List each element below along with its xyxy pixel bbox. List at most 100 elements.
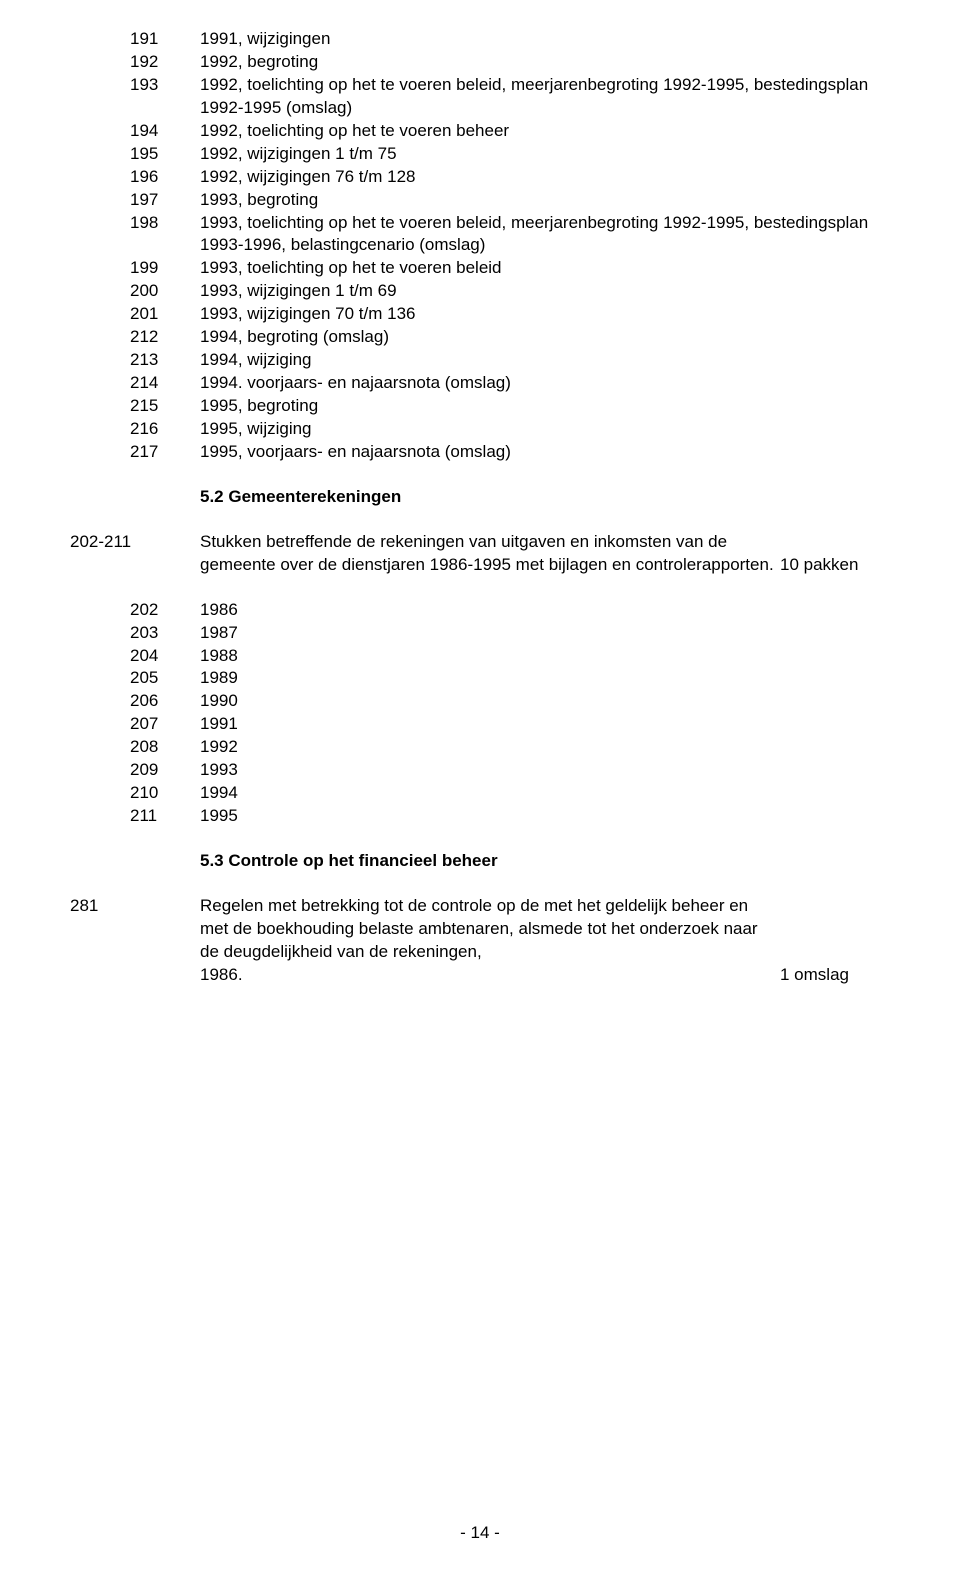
list-item: 2011993, wijzigingen 70 t/m 136 <box>130 303 890 326</box>
list-item: 2031987 <box>130 622 890 645</box>
list-item: 2091993 <box>130 759 890 782</box>
entry-annot-text: 1 omslag <box>780 965 849 984</box>
entry-281: 281 Regelen met betrekking tot de contro… <box>70 895 890 987</box>
list-item: 2131994, wijziging <box>130 349 890 372</box>
item-number: 194 <box>130 120 200 143</box>
list-item: 2151995, begroting <box>130 395 890 418</box>
item-text: 1991 <box>200 713 890 736</box>
item-number: 199 <box>130 257 200 280</box>
entry-202-211: 202-211 Stukken betreffende de rekeninge… <box>70 531 890 577</box>
item-text: 1993 <box>200 759 890 782</box>
item-number: 206 <box>130 690 200 713</box>
item-text: 1993, toelichting op het te voeren belei… <box>200 257 890 280</box>
item-text: 1992, begroting <box>200 51 890 74</box>
item-number: 216 <box>130 418 200 441</box>
item-text: 1993, begroting <box>200 189 890 212</box>
item-number: 213 <box>130 349 200 372</box>
item-text: 1986 <box>200 599 890 622</box>
item-number: 196 <box>130 166 200 189</box>
item-number: 191 <box>130 28 200 51</box>
item-text: 1995, wijziging <box>200 418 890 441</box>
item-text: 1994 <box>200 782 890 805</box>
item-text: 1992, wijzigingen 1 t/m 75 <box>200 143 890 166</box>
list-item: 2081992 <box>130 736 890 759</box>
item-number: 212 <box>130 326 200 349</box>
list-item: 1931992, toelichting op het te voeren be… <box>130 74 890 120</box>
list-item: 2001993, wijzigingen 1 t/m 69 <box>130 280 890 303</box>
list-item: 2171995, voorjaars- en najaarsnota (omsl… <box>130 441 890 464</box>
entry-body-line2: 1986. <box>200 964 780 987</box>
item-number: 208 <box>130 736 200 759</box>
item-text: 1993, wijzigingen 1 t/m 69 <box>200 280 890 303</box>
list-item: 2051989 <box>130 667 890 690</box>
section-heading-5-3: 5.3 Controle op het financieel beheer <box>200 850 890 873</box>
item-text: 1993, toelichting op het te voeren belei… <box>200 212 890 258</box>
entry-text: Stukken betreffende de rekeningen van ui… <box>200 531 780 577</box>
entry-ref: 281 <box>70 895 200 918</box>
item-text: 1994, begroting (omslag) <box>200 326 890 349</box>
list-item: 1961992, wijzigingen 76 t/m 128 <box>130 166 890 189</box>
list-item: 2161995, wijziging <box>130 418 890 441</box>
item-text: 1994. voorjaars- en najaarsnota (omslag) <box>200 372 890 395</box>
item-number: 195 <box>130 143 200 166</box>
item-number: 211 <box>130 805 200 828</box>
item-number: 192 <box>130 51 200 74</box>
list-item: 1951992, wijzigingen 1 t/m 75 <box>130 143 890 166</box>
item-number: 200 <box>130 280 200 303</box>
list-item: 2021986 <box>130 599 890 622</box>
list-item: 1971993, begroting <box>130 189 890 212</box>
entry-annotation: 10 pakken <box>780 554 890 577</box>
item-text: 1995 <box>200 805 890 828</box>
item-text: 1994, wijziging <box>200 349 890 372</box>
item-text: 1995, begroting <box>200 395 890 418</box>
list-item: 1911991, wijzigingen <box>130 28 890 51</box>
item-number: 203 <box>130 622 200 645</box>
item-number: 197 <box>130 189 200 212</box>
section-heading-5-2: 5.2 Gemeenterekeningen <box>200 486 890 509</box>
item-text: 1995, voorjaars- en najaarsnota (omslag) <box>200 441 890 464</box>
list-item: 2121994, begroting (omslag) <box>130 326 890 349</box>
item-number: 207 <box>130 713 200 736</box>
list-item: 2111995 <box>130 805 890 828</box>
item-text: 1990 <box>200 690 890 713</box>
item-text: 1989 <box>200 667 890 690</box>
item-text: 1991, wijzigingen <box>200 28 890 51</box>
list-item: 1921992, begroting <box>130 51 890 74</box>
entry-ref: 202-211 <box>70 531 200 554</box>
list-item: 2071991 <box>130 713 890 736</box>
list-item: 1941992, toelichting op het te voeren be… <box>130 120 890 143</box>
list-item: 1991993, toelichting op het te voeren be… <box>130 257 890 280</box>
item-text: 1988 <box>200 645 890 668</box>
item-number: 204 <box>130 645 200 668</box>
list-item: 2061990 <box>130 690 890 713</box>
page-number: - 14 - <box>0 1522 960 1545</box>
list-block-1: 1911991, wijzigingen1921992, begroting19… <box>70 28 890 464</box>
item-number: 205 <box>130 667 200 690</box>
item-number: 210 <box>130 782 200 805</box>
item-text: 1992 <box>200 736 890 759</box>
list-item: 2101994 <box>130 782 890 805</box>
item-text: 1992, wijzigingen 76 t/m 128 <box>200 166 890 189</box>
list-block-2: 2021986203198720419882051989206199020719… <box>70 599 890 828</box>
list-item: 2141994. voorjaars- en najaarsnota (omsl… <box>130 372 890 395</box>
entry-body: Stukken betreffende de rekeningen van ui… <box>200 532 774 574</box>
entry-body: Regelen met betrekking tot de controle o… <box>200 895 780 964</box>
item-text: 1993, wijzigingen 70 t/m 136 <box>200 303 890 326</box>
entry-annot-text: 10 pakken <box>780 555 858 574</box>
item-number: 202 <box>130 599 200 622</box>
entry-text: Regelen met betrekking tot de controle o… <box>200 895 780 987</box>
item-number: 193 <box>130 74 200 97</box>
item-number: 209 <box>130 759 200 782</box>
item-text: 1992, toelichting op het te voeren belei… <box>200 74 890 120</box>
item-text: 1987 <box>200 622 890 645</box>
item-number: 214 <box>130 372 200 395</box>
list-item: 2041988 <box>130 645 890 668</box>
item-number: 201 <box>130 303 200 326</box>
list-item: 1981993, toelichting op het te voeren be… <box>130 212 890 258</box>
item-number: 215 <box>130 395 200 418</box>
page: 1911991, wijzigingen1921992, begroting19… <box>0 0 960 1575</box>
entry-annotation: 1 omslag <box>780 964 890 987</box>
item-number: 217 <box>130 441 200 464</box>
item-number: 198 <box>130 212 200 235</box>
item-text: 1992, toelichting op het te voeren behee… <box>200 120 890 143</box>
